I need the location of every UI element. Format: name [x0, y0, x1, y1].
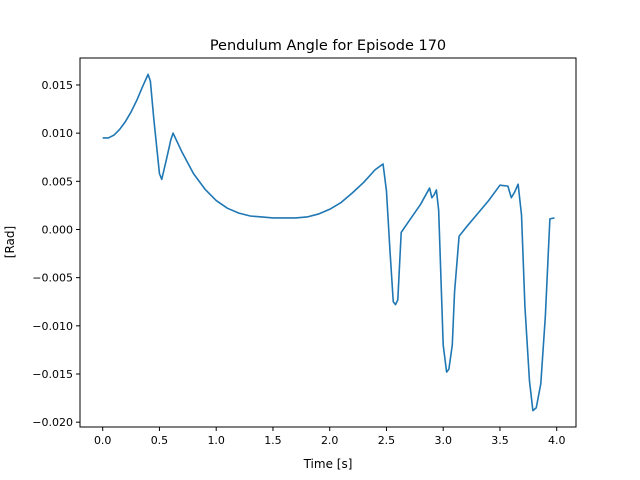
y-axis-ticks: 0.015 0.010 0.005 0.000 −0.005 −0.010 −0.015 −0…	[32, 79, 80, 429]
x-tick-label: 1.0	[207, 434, 225, 447]
x-tick-label: 4.0	[548, 434, 566, 447]
y-axis-label: [Rad]	[3, 226, 17, 258]
x-tick-label: 0.0	[94, 434, 112, 447]
y-tick-label: −0.005	[32, 272, 73, 285]
x-axis-ticks: 0.0 0.5 1.0 1.5 2.0 2.5 3.0 3.5 4.0	[94, 427, 566, 447]
y-tick-label: −0.020	[32, 416, 73, 429]
plot-area-frame	[79, 57, 577, 428]
x-tick-label: 3.0	[434, 434, 452, 447]
y-tick-label: 0.000	[42, 223, 74, 236]
series-layer	[102, 73, 555, 412]
series-line	[102, 73, 555, 412]
x-tick-label: 2.5	[378, 434, 396, 447]
x-tick-label: 0.5	[151, 434, 169, 447]
chart-title: Pendulum Angle for Episode 170	[210, 38, 446, 54]
x-tick-label: 2.0	[321, 434, 339, 447]
y-tick-label: 0.015	[42, 79, 74, 92]
x-axis-label: Time [s]	[303, 457, 353, 471]
x-tick-label: 3.5	[491, 434, 509, 447]
y-tick-label: −0.010	[32, 320, 73, 333]
y-tick-label: 0.005	[42, 175, 74, 188]
y-tick-label: −0.015	[32, 368, 73, 381]
y-tick-label: 0.010	[42, 127, 74, 140]
x-tick-label: 1.5	[264, 434, 282, 447]
